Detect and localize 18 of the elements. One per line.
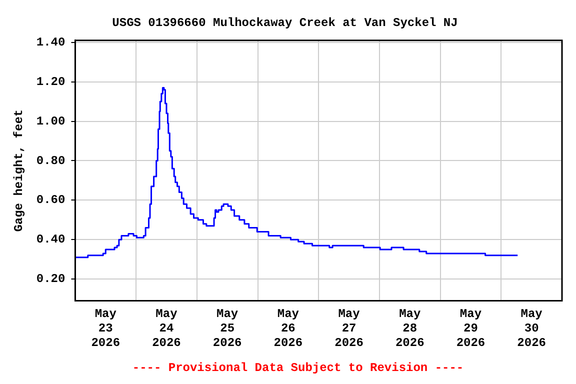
chart-title: USGS 01396660 Mulhockaway Creek at Van Syckel NJ — [112, 16, 458, 30]
x-tick-label: May 29 2026 — [456, 307, 486, 350]
y-tick-label: 1.20 — [36, 74, 66, 89]
y-tick-label: 0.40 — [36, 232, 66, 247]
x-tick-label: May 27 2026 — [334, 307, 364, 350]
y-axis-title: Gage height, feet — [12, 109, 26, 232]
x-tick-label: May 30 2026 — [517, 307, 546, 350]
x-tick-label: May 24 2026 — [152, 307, 181, 350]
x-tick-label: May 28 2026 — [395, 307, 424, 350]
y-tick-label: 1.40 — [36, 35, 66, 50]
text: ---- Provisional Data Subject to Revision ---- — [132, 361, 464, 376]
x-tick-label: May 25 2026 — [212, 307, 242, 350]
y-tick-label: 0.20 — [36, 272, 66, 286]
y-tick-label: 0.80 — [36, 154, 66, 168]
y-tick-label: 0.60 — [36, 193, 66, 208]
x-tick-label: May 23 2026 — [91, 307, 120, 350]
x-tick-label: May 26 2026 — [274, 307, 303, 350]
y-tick-label: 1.00 — [36, 114, 66, 128]
